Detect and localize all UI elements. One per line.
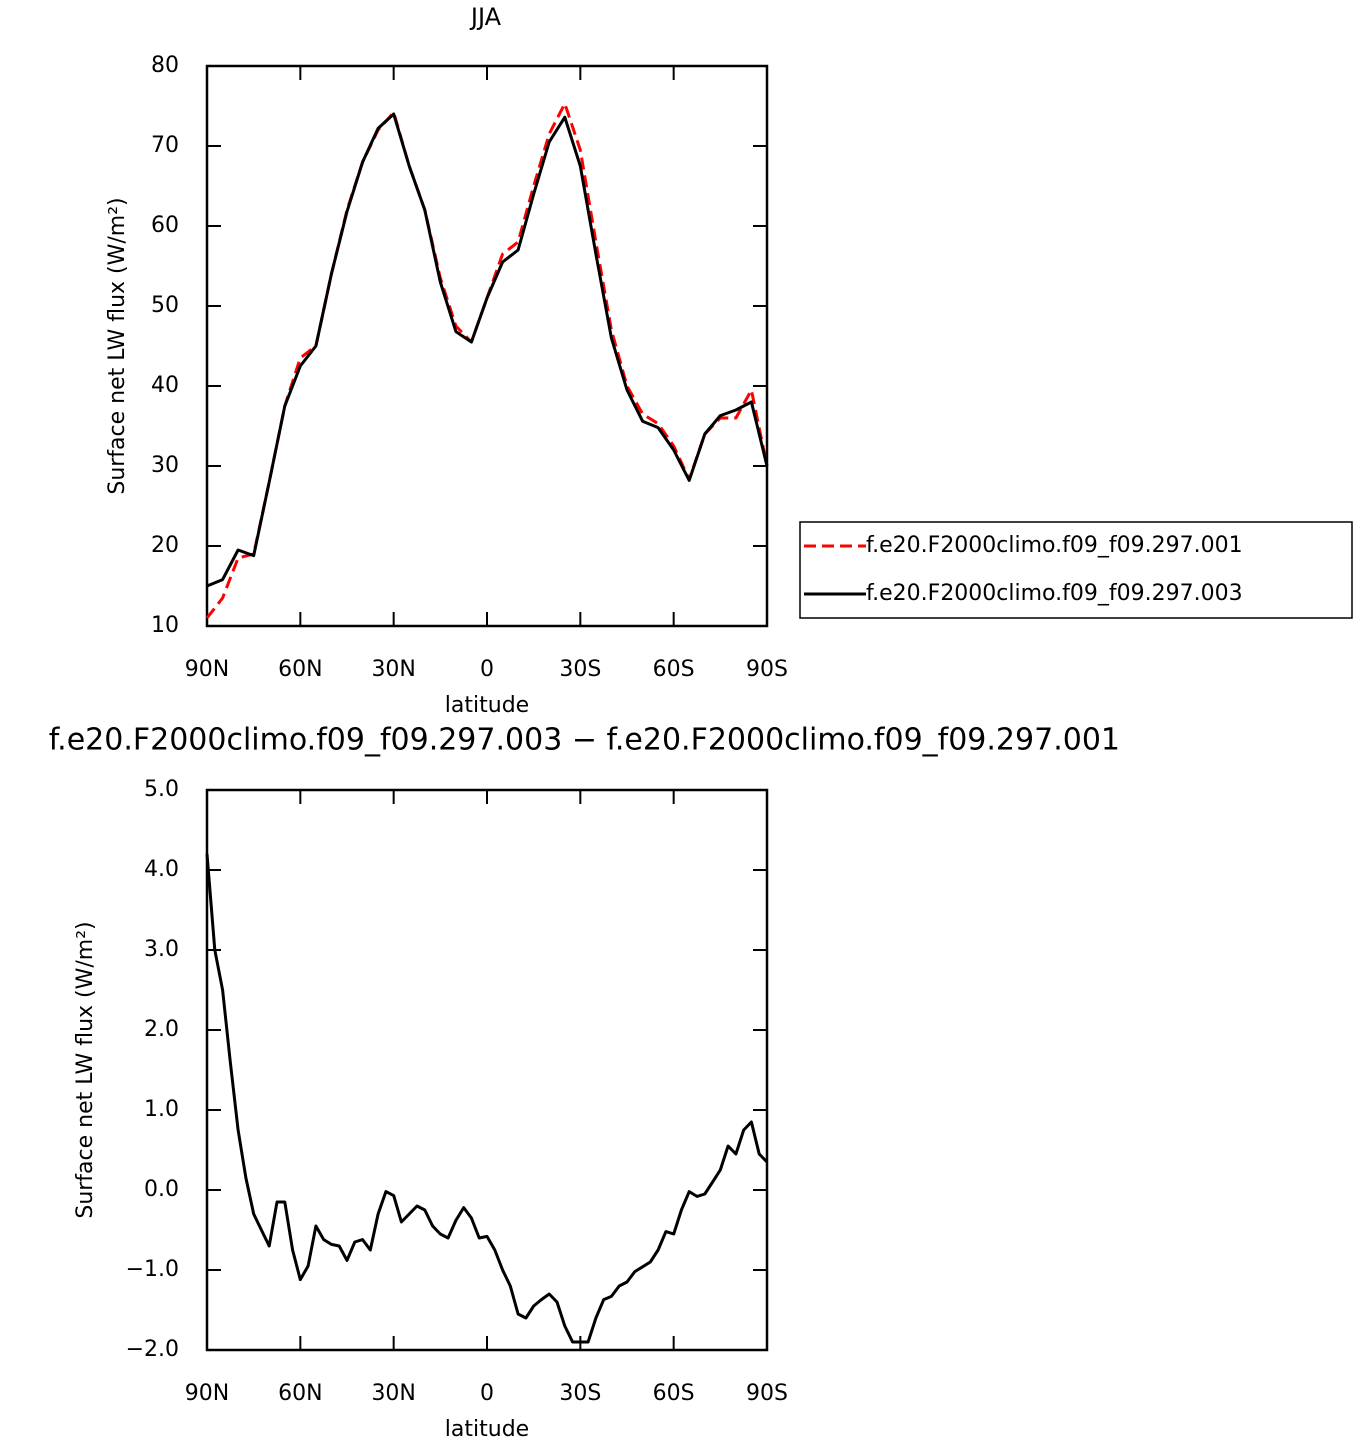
x-axis-label: latitude [445, 1417, 529, 1442]
y-tick-label: 30 [151, 453, 179, 478]
legend-label: f.e20.F2000climo.f09_f09.297.001 [866, 533, 1243, 558]
y-tick-label: −1.0 [126, 1257, 179, 1282]
x-tick-label: 60N [278, 1381, 322, 1406]
x-tick-label: 60S [653, 1381, 695, 1406]
x-tick-label: 60S [653, 657, 695, 682]
y-tick-label: 0.0 [144, 1177, 179, 1202]
x-tick-label: 30N [371, 657, 415, 682]
y-tick-label: 60 [151, 213, 179, 238]
y-tick-label: 1.0 [144, 1097, 179, 1122]
y-tick-label: 3.0 [144, 937, 179, 962]
x-axis-label: latitude [445, 693, 529, 718]
y-tick-label: 4.0 [144, 857, 179, 882]
x-tick-label: 90N [185, 657, 229, 682]
legend-label: f.e20.F2000climo.f09_f09.297.003 [866, 581, 1243, 606]
x-tick-label: 60N [278, 657, 322, 682]
x-tick-label: 30S [559, 657, 601, 682]
line-series [205, 102, 769, 619]
x-tick-label: 0 [480, 657, 494, 682]
line-series [206, 112, 769, 588]
y-axis-label: Surface net LW flux (W/m²) [73, 921, 98, 1218]
x-tick-label: 90S [746, 1381, 788, 1406]
y-tick-label: 80 [151, 53, 179, 78]
x-tick-label: 90N [185, 1381, 229, 1406]
y-tick-label: −2.0 [126, 1337, 179, 1362]
y-tick-label: 40 [151, 373, 179, 398]
legend-box [799, 521, 1353, 619]
chart-title: f.e20.F2000climo.f09_f09.297.003 − f.e20… [49, 723, 1120, 758]
chart-title: JJA [469, 3, 502, 31]
x-tick-label: 30S [559, 1381, 601, 1406]
y-tick-label: 5.0 [144, 777, 179, 802]
y-tick-label: 70 [151, 133, 179, 158]
x-tick-label: 0 [480, 1381, 494, 1406]
x-tick-label: 90S [746, 657, 788, 682]
plot-frame [205, 64, 769, 628]
line-series [205, 853, 769, 1344]
y-tick-label: 2.0 [144, 1017, 179, 1042]
y-tick-label: 50 [151, 293, 179, 318]
y-axis-label: Surface net LW flux (W/m²) [105, 197, 130, 494]
plot-frame [205, 788, 769, 1352]
y-tick-label: 20 [151, 533, 179, 558]
x-tick-label: 30N [371, 1381, 415, 1406]
y-tick-label: 10 [151, 613, 179, 638]
